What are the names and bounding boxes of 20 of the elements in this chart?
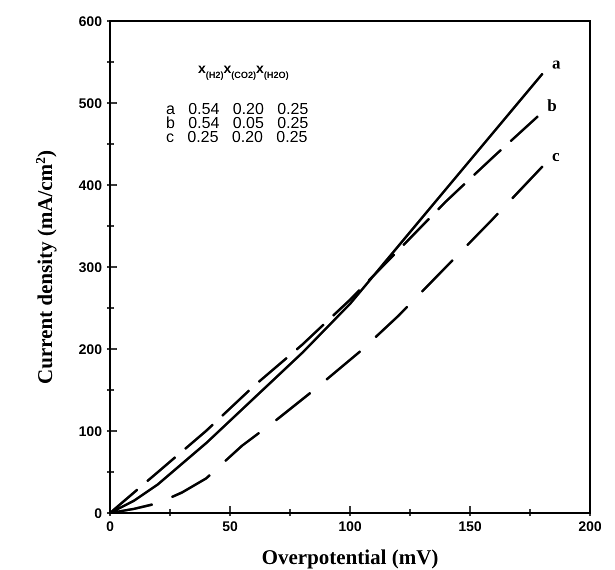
- y-tick-label: 100: [78, 423, 102, 439]
- series-label: a: [552, 53, 561, 72]
- x-tick-label: 0: [106, 518, 114, 534]
- y-tick-label: 600: [78, 13, 102, 29]
- annotation: a 0.54 0.20 0.25: [166, 101, 308, 118]
- y-tick-label: 0: [94, 505, 102, 521]
- y-tick-label: 400: [78, 177, 102, 193]
- x-tick-label: 200: [578, 518, 602, 534]
- y-tick-label: 200: [78, 341, 102, 357]
- annotation: c 0.25 0.20 0.25: [166, 129, 308, 146]
- x-tick-label: 100: [338, 518, 362, 534]
- y-tick-label: 300: [78, 259, 102, 275]
- x-tick-label: 50: [222, 518, 238, 534]
- annotation: x$_{(H2)}$x$_{(CO2)}$x$_{(H2O)}$: [198, 60, 289, 80]
- annotation: b 0.54 0.05 0.25: [166, 115, 308, 132]
- y-tick-label: 500: [78, 95, 102, 111]
- x-axis-title: Overpotential (mV): [262, 545, 438, 569]
- series-label: c: [552, 146, 560, 165]
- series-label: b: [547, 96, 557, 115]
- x-tick-label: 150: [458, 518, 482, 534]
